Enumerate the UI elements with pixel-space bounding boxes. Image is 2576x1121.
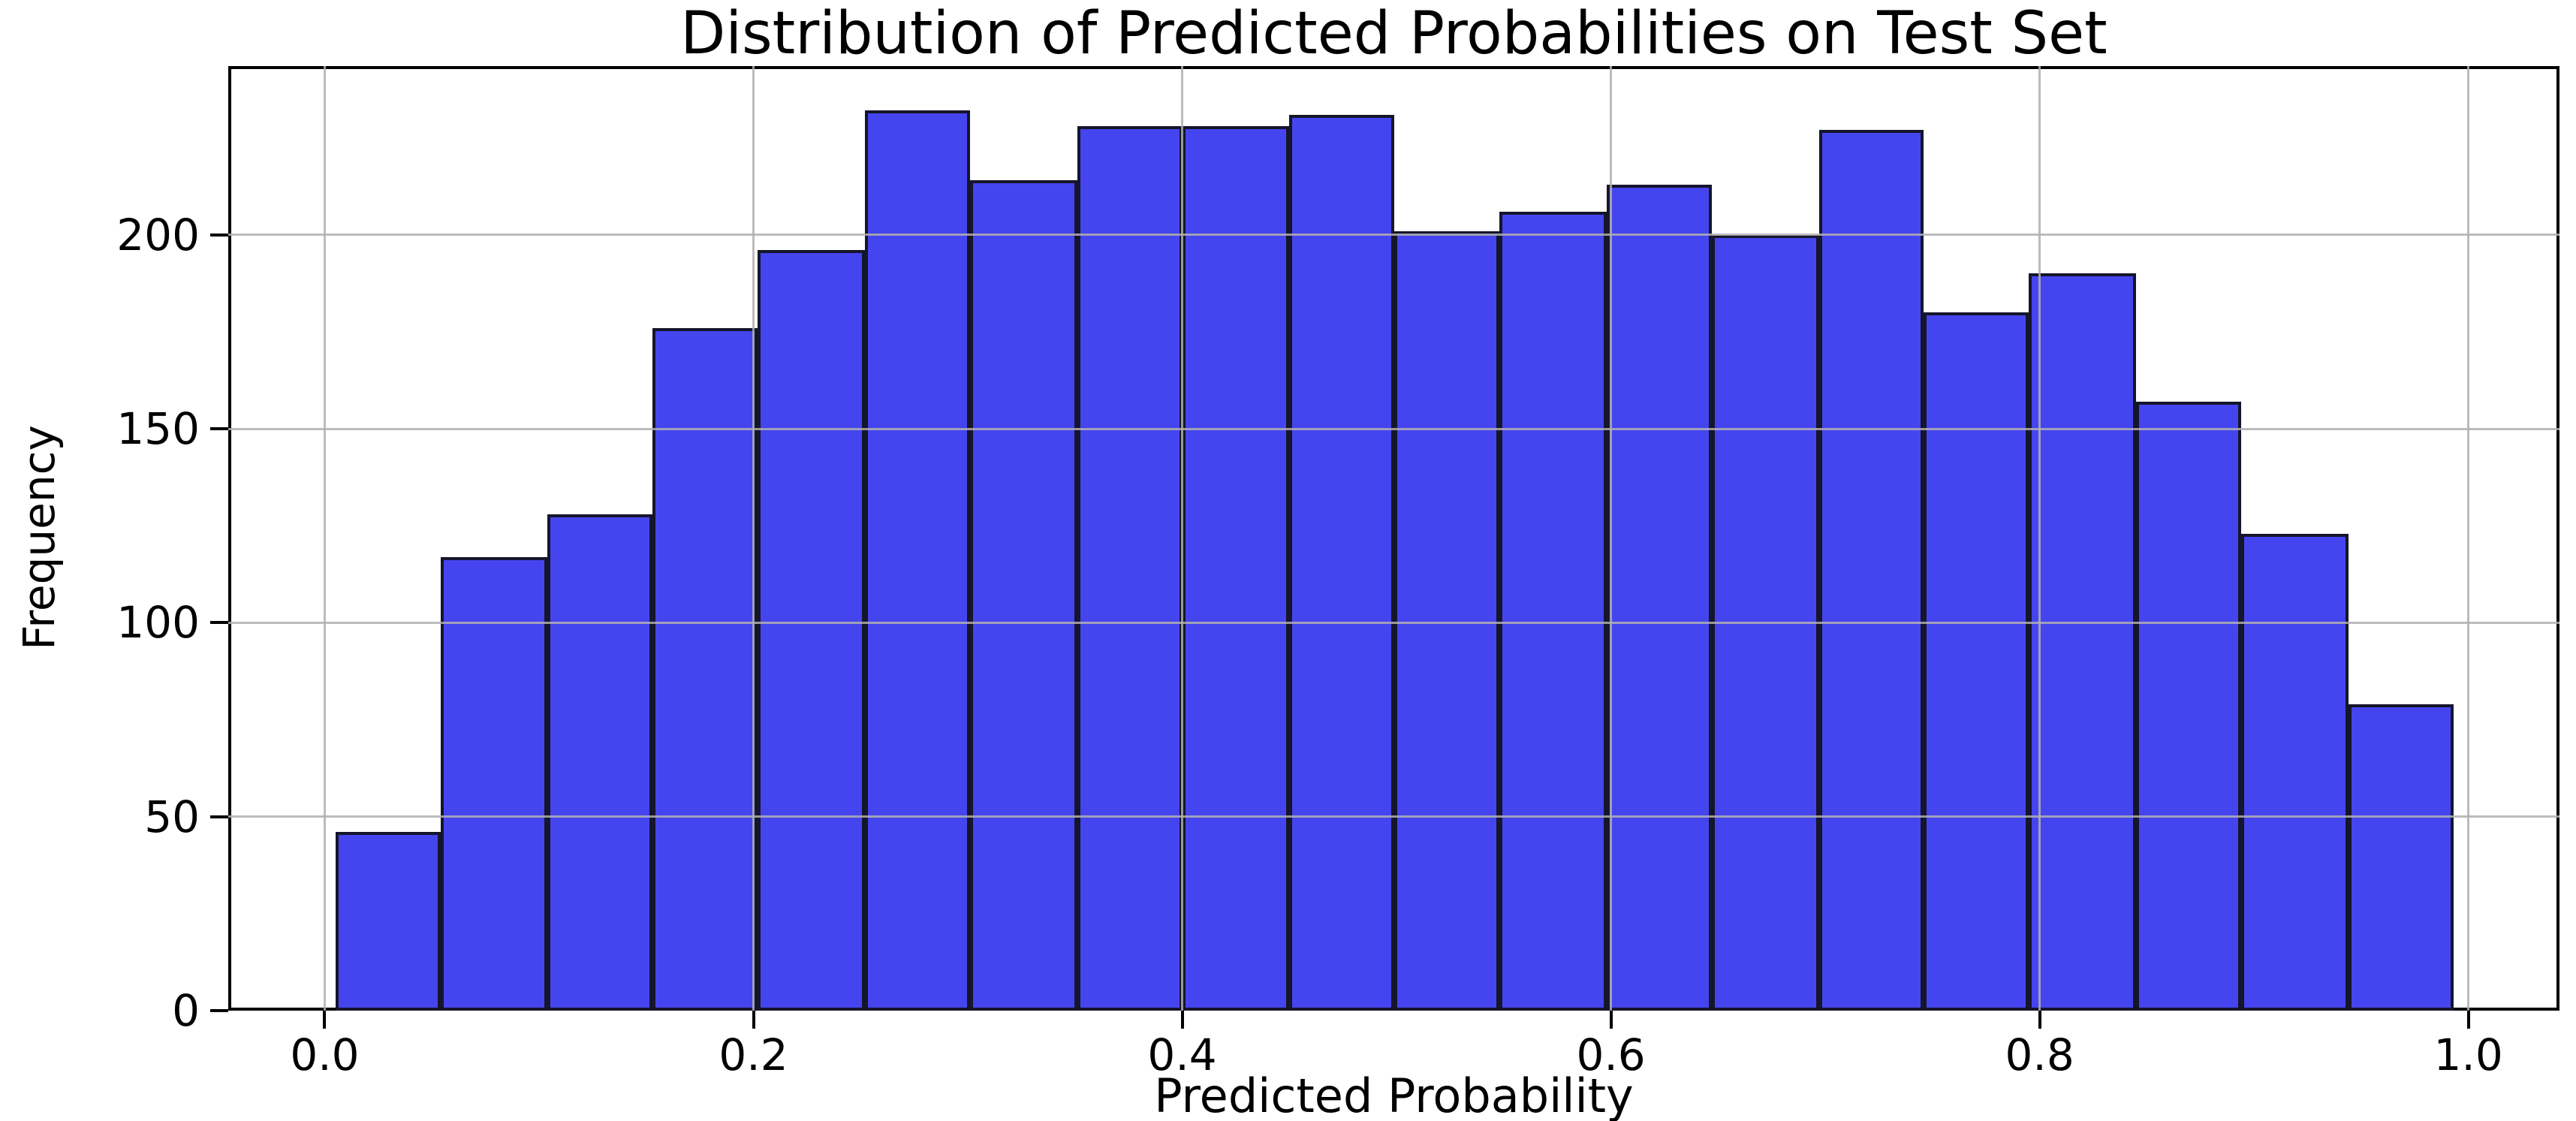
y-tick-label: 100 <box>116 597 200 649</box>
x-tick-mark <box>2466 1011 2470 1029</box>
y-tick-label: 200 <box>116 209 200 261</box>
y-tick-mark <box>210 621 228 625</box>
x-tick-mark <box>323 1011 327 1029</box>
x-tick-label: 1.0 <box>2433 1029 2503 1080</box>
plot-area <box>228 66 2559 1011</box>
x-tick-label: 0.8 <box>2005 1029 2074 1080</box>
y-tick-mark <box>210 815 228 818</box>
x-tick-mark <box>2038 1011 2041 1029</box>
x-tick-label: 0.4 <box>1147 1029 1217 1080</box>
x-tick-label: 0.6 <box>1576 1029 1646 1080</box>
y-tick-mark <box>210 233 228 237</box>
y-tick-label: 150 <box>116 403 200 455</box>
chart-title: Distribution of Predicted Probabilities … <box>680 0 2107 68</box>
x-tick-mark <box>752 1011 755 1029</box>
y-tick-label: 0 <box>172 985 200 1036</box>
x-axis-label: Predicted Probability <box>1154 1068 1634 1121</box>
x-tick-mark <box>1180 1011 1184 1029</box>
y-tick-mark <box>210 1009 228 1012</box>
y-tick-label: 50 <box>144 791 200 842</box>
x-tick-label: 0.0 <box>290 1029 360 1080</box>
x-tick-label: 0.2 <box>719 1029 788 1080</box>
x-tick-mark <box>1609 1011 1613 1029</box>
y-axis-label-text: Frequency <box>14 425 65 650</box>
y-tick-mark <box>210 427 228 431</box>
